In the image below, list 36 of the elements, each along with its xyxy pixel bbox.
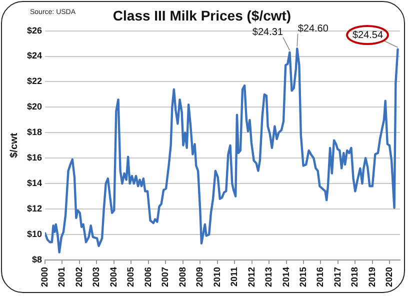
x-tick-label: 2003 [91,266,102,288]
y-tick-label: $20 [26,102,42,112]
annotation: $24.31 [252,27,284,38]
x-tick-label: 2020 [384,266,394,288]
x-tick-label: 2011 [229,266,240,287]
x-tick-label: 2016 [315,266,326,288]
chart-title: Class III Milk Prices ($/cwt) [112,7,292,24]
annotation: $24.60 [298,23,329,34]
x-tick-label: 2019 [366,266,377,288]
x-tick-label: 2017 [332,266,342,288]
x-tick-label: 2004 [108,266,118,288]
x-tick-label: 2013 [264,266,274,288]
x-tick-label: 2000 [40,266,50,288]
x-tick-label: 2018 [350,266,360,288]
y-tick-label: $24 [26,50,42,61]
x-tick-label: 2010 [212,266,222,288]
y-tick-label: $16 [26,152,42,163]
y-tick-label: $22 [26,76,42,86]
x-tick-label: 2015 [298,266,308,288]
x-tick-label: 2012 [246,266,256,288]
x-tick-label: 2009 [194,266,205,288]
y-axis-title: $/cwt [8,132,20,158]
y-tick-label: $18 [26,127,42,138]
x-tick-label: 2001 [56,266,67,288]
y-tick-label: $10 [26,229,42,239]
y-tick-label: $26 [26,25,42,36]
y-tick-label: $8 [32,254,42,264]
y-tick-label: $14 [26,178,42,188]
x-tick-label: 2005 [126,266,136,288]
x-tick-label: 2006 [142,266,153,288]
annotation: $24.54 [352,30,384,42]
x-tick-label: 2002 [74,266,84,288]
x-tick-label: 2008 [177,266,188,288]
y-tick-label: $12 [26,204,42,214]
x-tick-label: 2007 [160,266,170,288]
x-tick-label: 2014 [280,266,291,288]
